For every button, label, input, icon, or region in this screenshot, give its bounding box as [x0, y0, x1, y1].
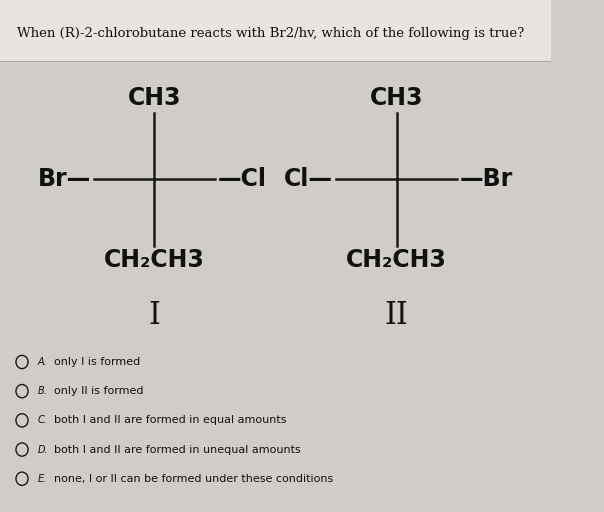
Text: only II is formed: only II is formed	[54, 386, 144, 396]
Text: Br—: Br—	[37, 167, 91, 191]
Text: D.: D.	[37, 444, 48, 455]
Text: I: I	[149, 300, 160, 331]
Text: B.: B.	[37, 386, 47, 396]
Text: E.: E.	[37, 474, 47, 484]
Text: —Cl: —Cl	[217, 167, 266, 191]
Text: both I and II are formed in equal amounts: both I and II are formed in equal amount…	[54, 415, 286, 425]
Text: both I and II are formed in unequal amounts: both I and II are formed in unequal amou…	[54, 444, 301, 455]
Text: Cl—: Cl—	[284, 167, 333, 191]
Text: none, I or II can be formed under these conditions: none, I or II can be formed under these …	[54, 474, 333, 484]
Text: C.: C.	[37, 415, 47, 425]
Text: CH3: CH3	[370, 86, 423, 110]
Text: only I is formed: only I is formed	[54, 357, 140, 367]
Text: II: II	[385, 300, 408, 331]
Text: A.: A.	[37, 357, 47, 367]
Text: When (R)-2-chlorobutane reacts with Br2/hv, which of the following is true?: When (R)-2-chlorobutane reacts with Br2/…	[16, 27, 524, 40]
Text: CH₂CH3: CH₂CH3	[104, 248, 205, 272]
Text: CH₂CH3: CH₂CH3	[346, 248, 447, 272]
Text: CH3: CH3	[127, 86, 181, 110]
Text: —Br: —Br	[460, 167, 513, 191]
FancyBboxPatch shape	[0, 0, 551, 61]
